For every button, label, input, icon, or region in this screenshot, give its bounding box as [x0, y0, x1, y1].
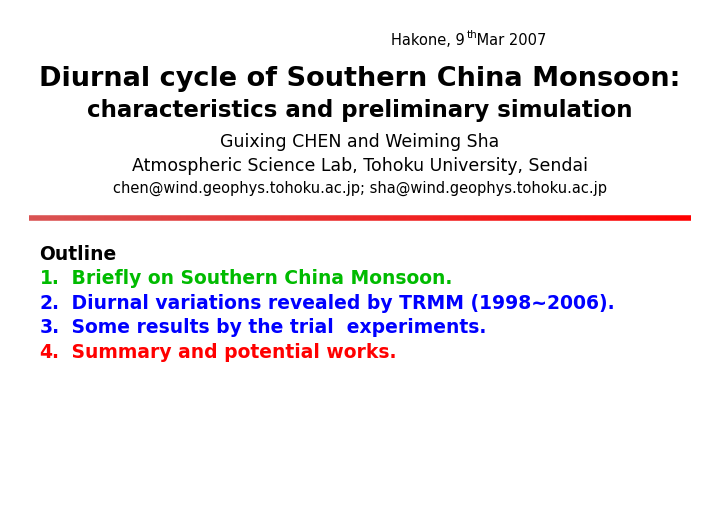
- Text: 4.: 4.: [40, 342, 60, 361]
- Text: Some results by the trial  experiments.: Some results by the trial experiments.: [65, 318, 486, 336]
- Text: Guixing CHEN and Weiming Sha: Guixing CHEN and Weiming Sha: [220, 132, 500, 150]
- Text: th: th: [467, 30, 477, 40]
- Text: Outline: Outline: [40, 244, 117, 263]
- Text: 2.: 2.: [40, 293, 60, 312]
- Text: 1.: 1.: [40, 269, 60, 288]
- Text: 3.: 3.: [40, 318, 60, 336]
- Text: characteristics and preliminary simulation: characteristics and preliminary simulati…: [87, 99, 633, 122]
- Text: Summary and potential works.: Summary and potential works.: [65, 342, 396, 361]
- Text: Diurnal cycle of Southern China Monsoon:: Diurnal cycle of Southern China Monsoon:: [40, 66, 680, 92]
- Text: chen@wind.geophys.tohoku.ac.jp; sha@wind.geophys.tohoku.ac.jp: chen@wind.geophys.tohoku.ac.jp; sha@wind…: [113, 180, 607, 195]
- Text: Hakone, 9: Hakone, 9: [391, 33, 464, 48]
- Text: Briefly on Southern China Monsoon.: Briefly on Southern China Monsoon.: [65, 269, 452, 288]
- Text: Diurnal variations revealed by TRMM (1998~2006).: Diurnal variations revealed by TRMM (199…: [65, 293, 614, 312]
- Text: Atmospheric Science Lab, Tohoku University, Sendai: Atmospheric Science Lab, Tohoku Universi…: [132, 156, 588, 174]
- Text: Mar 2007: Mar 2007: [472, 33, 546, 48]
